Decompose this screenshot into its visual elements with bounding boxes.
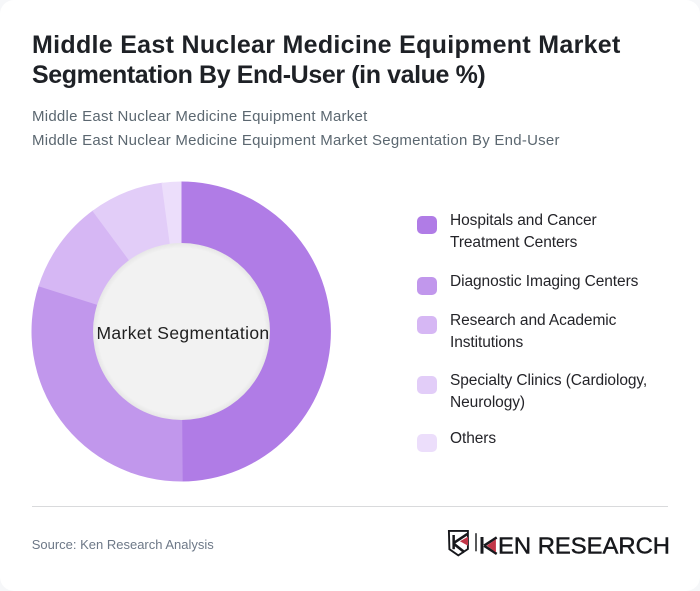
svg-text:EN RESEARCH: EN RESEARCH xyxy=(498,533,670,559)
